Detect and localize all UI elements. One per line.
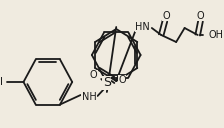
Text: O: O (118, 75, 126, 85)
Text: NH: NH (82, 92, 97, 102)
Text: I: I (0, 77, 2, 87)
Text: OH: OH (208, 30, 223, 40)
Text: O: O (197, 11, 204, 21)
Text: HN: HN (135, 22, 150, 32)
Text: S: S (103, 77, 111, 89)
Text: O: O (162, 11, 170, 21)
Text: O: O (90, 70, 98, 80)
